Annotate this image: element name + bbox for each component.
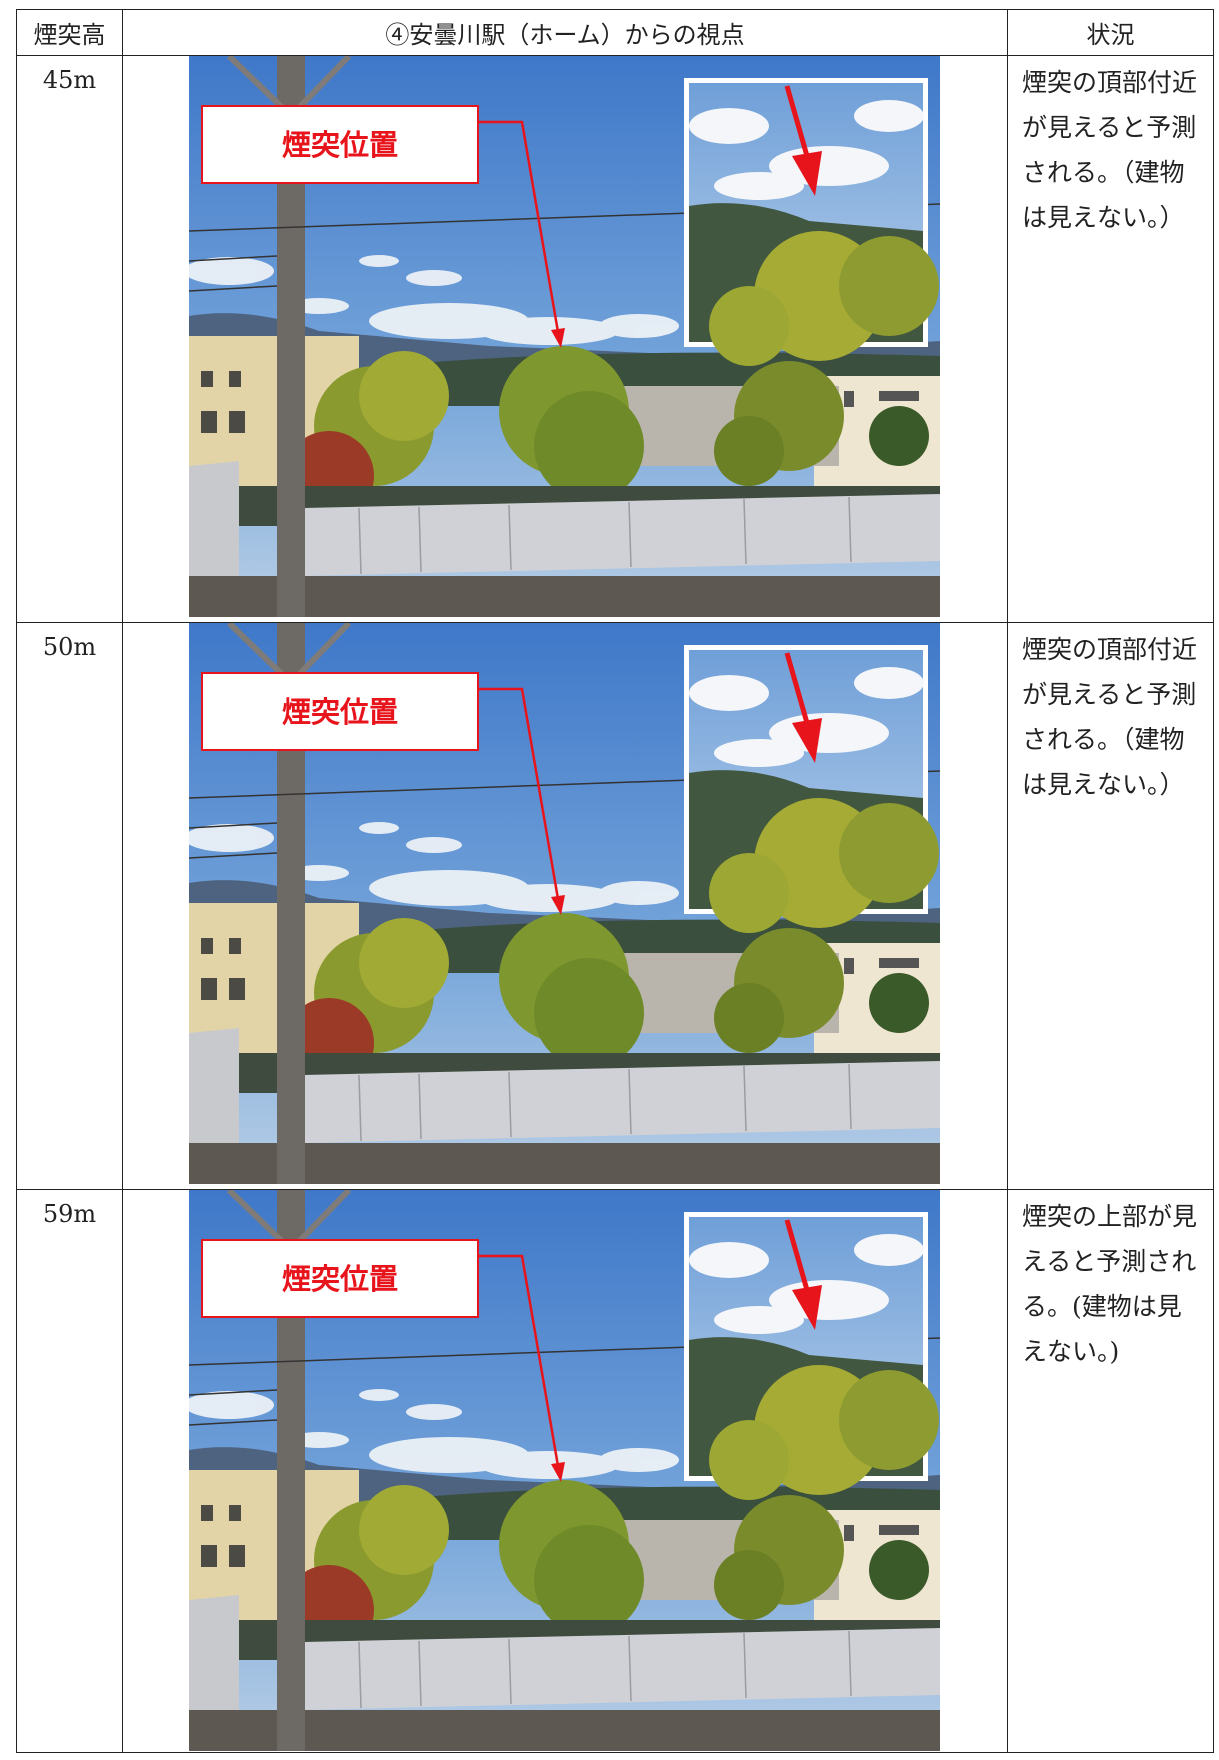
header-cell: ④安曇川駅（ホーム）からの視点 [122, 9, 1008, 56]
photo-cell: 煙突位置 [122, 55, 1008, 623]
header-cell: 煙突高 [16, 9, 123, 56]
photo-label: 煙突位置 [282, 128, 398, 162]
height-cell: 45m [16, 55, 123, 623]
height-cell: 59m [16, 1189, 123, 1753]
photo: 煙突位置 [189, 623, 940, 1184]
photo-cell: 煙突位置 [122, 622, 1008, 1190]
height-cell: 50m [16, 622, 123, 1190]
photo-cell: 煙突位置 [122, 1189, 1008, 1753]
status-cell: 煙突の頂部付近が見えると予測される。（建物は見えない。） [1007, 622, 1214, 1190]
status-cell: 煙突の頂部付近が見えると予測される。（建物は見えない。） [1007, 55, 1214, 623]
table: 煙突高 ④安曇川駅（ホーム）からの視点 状況 45m 煙突位置 煙突の頂部付近が… [16, 9, 1214, 1753]
header-cell: 状況 [1007, 9, 1214, 56]
photo-label: 煙突位置 [282, 1262, 398, 1296]
photo: 煙突位置 [189, 56, 940, 617]
row: 59m 煙突位置 煙突の上部が見えると予測される。(建物は見えない。) [16, 1189, 1214, 1753]
header-row: 煙突高 ④安曇川駅（ホーム）からの視点 状況 [16, 9, 1214, 56]
row: 45m 煙突位置 煙突の頂部付近が見えると予測される。（建物は見えない。） [16, 55, 1214, 623]
row: 50m 煙突位置 煙突の頂部付近が見えると予測される。（建物は見えない。） [16, 622, 1214, 1190]
status-cell: 煙突の上部が見えると予測される。(建物は見えない。) [1007, 1189, 1214, 1753]
photo: 煙突位置 [189, 1190, 940, 1751]
photo-label: 煙突位置 [282, 695, 398, 729]
